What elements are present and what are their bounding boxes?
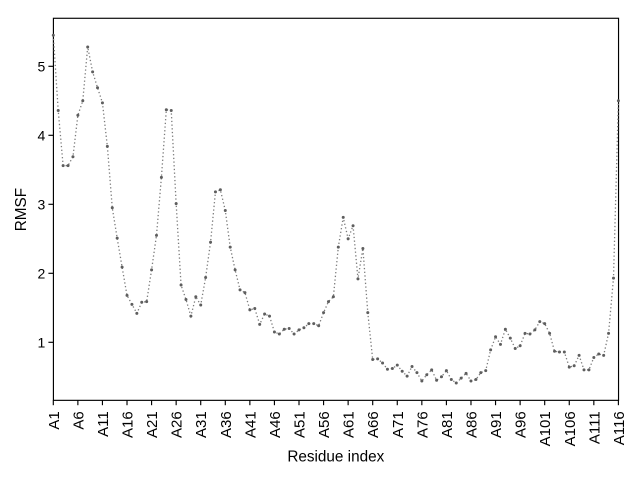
svg-text:5: 5: [38, 58, 46, 74]
svg-text:A1: A1: [46, 411, 63, 429]
svg-text:A46: A46: [267, 411, 284, 438]
svg-text:A6: A6: [70, 411, 87, 429]
svg-text:A116: A116: [611, 411, 628, 445]
svg-text:A26: A26: [169, 411, 186, 438]
svg-text:A111: A111: [586, 411, 603, 444]
svg-text:3: 3: [38, 196, 46, 212]
svg-text:A36: A36: [218, 411, 235, 438]
svg-text:A86: A86: [463, 411, 480, 438]
svg-text:A106: A106: [562, 411, 579, 446]
svg-text:RMSF: RMSF: [13, 188, 30, 231]
svg-text:A61: A61: [341, 411, 358, 438]
svg-text:A51: A51: [292, 411, 309, 438]
svg-text:2: 2: [38, 265, 46, 281]
svg-text:A16: A16: [120, 411, 137, 438]
svg-text:Residue index: Residue index: [287, 449, 384, 466]
svg-text:A76: A76: [414, 411, 431, 438]
svg-text:A96: A96: [513, 411, 530, 438]
svg-text:A11: A11: [95, 411, 112, 437]
svg-text:A41: A41: [242, 411, 259, 438]
svg-text:A56: A56: [316, 411, 333, 438]
svg-text:4: 4: [38, 127, 46, 143]
svg-text:A21: A21: [144, 411, 161, 438]
svg-text:A31: A31: [193, 411, 210, 438]
svg-text:A91: A91: [488, 411, 505, 438]
svg-text:A81: A81: [439, 411, 456, 438]
svg-text:A71: A71: [390, 411, 407, 438]
svg-text:1: 1: [38, 334, 46, 350]
svg-text:A101: A101: [537, 411, 554, 446]
svg-text:A66: A66: [365, 411, 382, 438]
